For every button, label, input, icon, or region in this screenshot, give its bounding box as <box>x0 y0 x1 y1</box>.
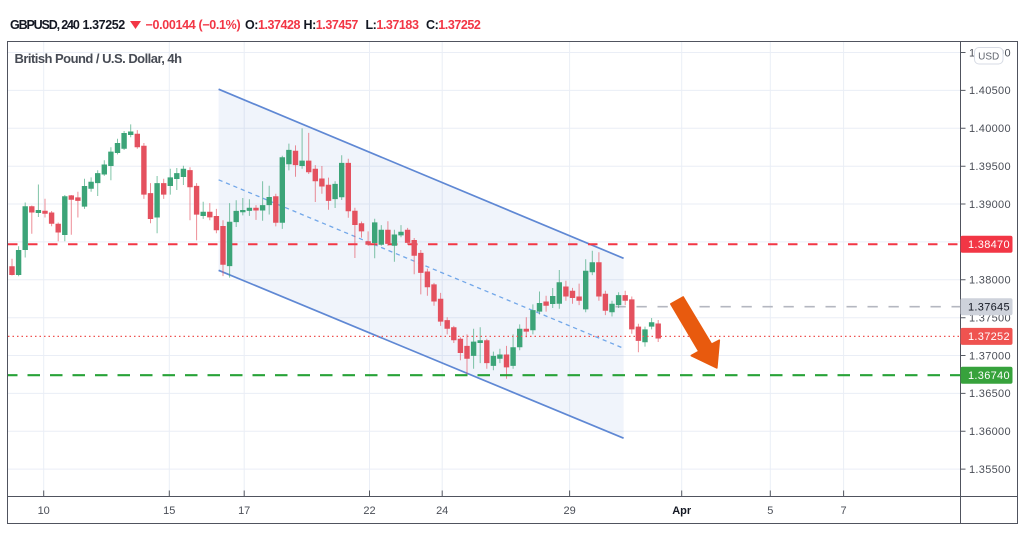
svg-text:1.37645: 1.37645 <box>968 302 1010 314</box>
svg-text:USD: USD <box>978 52 999 63</box>
svg-text:10: 10 <box>38 505 50 517</box>
svg-text:1.35500: 1.35500 <box>969 464 1011 476</box>
svg-text:15: 15 <box>163 505 175 517</box>
svg-text:1.37500: 1.37500 <box>969 313 1011 325</box>
svg-text:1.37000: 1.37000 <box>969 350 1011 362</box>
svg-text:29: 29 <box>563 505 575 517</box>
svg-text:1.38000: 1.38000 <box>969 275 1011 287</box>
svg-text:1.40500: 1.40500 <box>969 85 1011 97</box>
svg-text:1.36000: 1.36000 <box>969 426 1011 438</box>
svg-text:1.40000: 1.40000 <box>969 123 1011 135</box>
svg-text:1.36500: 1.36500 <box>969 388 1011 400</box>
svg-text:22: 22 <box>363 505 375 517</box>
svg-text:17: 17 <box>238 505 250 517</box>
svg-text:24: 24 <box>436 505 448 517</box>
svg-text:1.39000: 1.39000 <box>969 199 1011 211</box>
svg-text:1.38470: 1.38470 <box>968 239 1010 251</box>
svg-text:Apr: Apr <box>672 505 692 517</box>
svg-text:1.36740: 1.36740 <box>968 370 1010 382</box>
svg-text:7: 7 <box>841 505 847 517</box>
svg-text:1.37252: 1.37252 <box>968 331 1010 343</box>
svg-text:5: 5 <box>767 505 773 517</box>
svg-text:1.39500: 1.39500 <box>969 161 1011 173</box>
